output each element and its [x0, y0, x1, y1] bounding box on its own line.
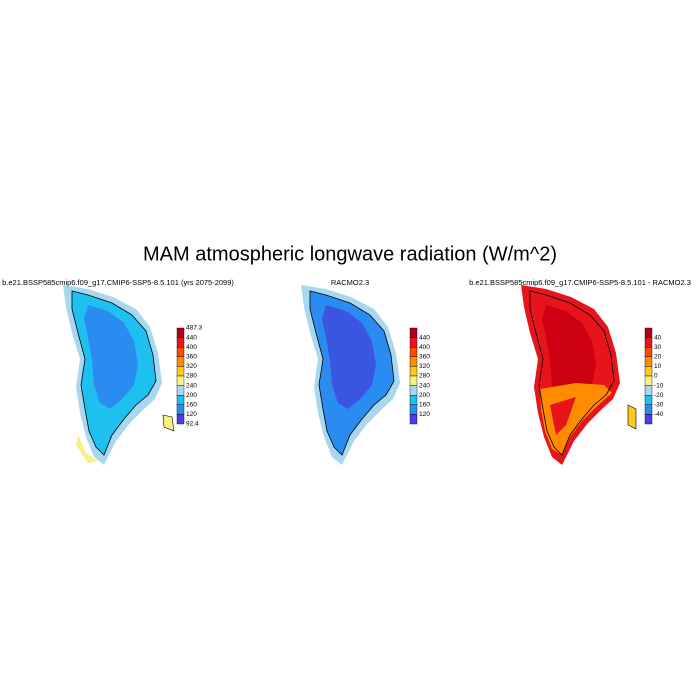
- colorbar-label: -10: [654, 382, 664, 389]
- colorbar-box: [176, 414, 185, 425]
- colorbar-box: [176, 395, 185, 406]
- colorbar-box: [176, 366, 185, 377]
- colorbar-label: -30: [654, 402, 664, 409]
- colorbar-label: 200: [186, 392, 197, 399]
- colorbar-box: [409, 404, 418, 415]
- colorbar-box: [409, 356, 418, 367]
- map-panel-2: [301, 285, 400, 465]
- colorbar-label: 10: [654, 363, 662, 370]
- panel-title: RACMO2.3: [331, 278, 369, 287]
- figure-title: MAM atmospheric longwave radiation (W/m^…: [143, 243, 557, 265]
- colorbar-box: [644, 404, 653, 415]
- colorbar-label: 440: [186, 334, 197, 341]
- colorbar-box: [176, 375, 185, 386]
- colorbar-label: 320: [186, 363, 197, 370]
- colorbar-box: [644, 347, 653, 358]
- colorbar-box: [409, 347, 418, 358]
- colorbar-box: [644, 385, 653, 396]
- panel-title: b.e21.BSSP585cmip6.f09_g17.CMIP6-SSP5-8.…: [469, 278, 691, 287]
- colorbar-box: [409, 395, 418, 406]
- colorbar-label: 487.3: [186, 325, 203, 332]
- colorbar-box: [644, 414, 653, 425]
- colorbar-label: 120: [419, 411, 430, 418]
- colorbar-label: -40: [654, 411, 664, 418]
- colorbar-box: [644, 375, 653, 386]
- colorbar-box: [644, 395, 653, 406]
- colorbar-box: [409, 327, 418, 338]
- colorbar-box: [176, 337, 185, 348]
- colorbar-box: [644, 327, 653, 338]
- colorbar-label: 160: [419, 402, 430, 409]
- colorbar-box: [176, 327, 185, 338]
- colorbar-label: 440: [419, 334, 430, 341]
- colorbar-box: [409, 337, 418, 348]
- colorbar-label: 240: [186, 382, 197, 389]
- panel-title: b.e21.BSSP585cmip6.f09_g17.CMIP6-SSP5-8.…: [2, 278, 234, 287]
- colorbar-label: 280: [186, 373, 197, 380]
- colorbar-box: [176, 385, 185, 396]
- colorbar-label: 400: [186, 344, 197, 351]
- map-panel-1: [63, 285, 175, 465]
- colorbar-label: 20: [654, 354, 662, 361]
- colorbar-label: 360: [186, 354, 197, 361]
- colorbar-label: 160: [186, 402, 197, 409]
- colorbar-box: [644, 366, 653, 377]
- colorbar-label: 0: [654, 373, 658, 380]
- colorbar-label: 120: [186, 411, 197, 418]
- colorbar-label: 400: [419, 344, 430, 351]
- colorbar-box: [409, 385, 418, 396]
- colorbar-box: [176, 404, 185, 415]
- colorbar-box: [409, 375, 418, 386]
- map-panel-3: [521, 285, 637, 465]
- colorbar-label: 40: [654, 334, 662, 341]
- colorbar-box: [409, 414, 418, 425]
- colorbar-box: [176, 356, 185, 367]
- colorbar-label: -20: [654, 392, 664, 399]
- colorbar-box: [644, 356, 653, 367]
- colorbar-label: 360: [419, 354, 430, 361]
- colorbar-label: 240: [419, 382, 430, 389]
- colorbar-label: 30: [654, 344, 662, 351]
- colorbar-label: 200: [419, 392, 430, 399]
- colorbar-box: [409, 366, 418, 377]
- colorbar-label: 92.4: [186, 421, 199, 428]
- colorbar-box: [176, 347, 185, 358]
- colorbar-box: [644, 337, 653, 348]
- colorbar-label: 320: [419, 363, 430, 370]
- colorbar-label: 280: [419, 373, 430, 380]
